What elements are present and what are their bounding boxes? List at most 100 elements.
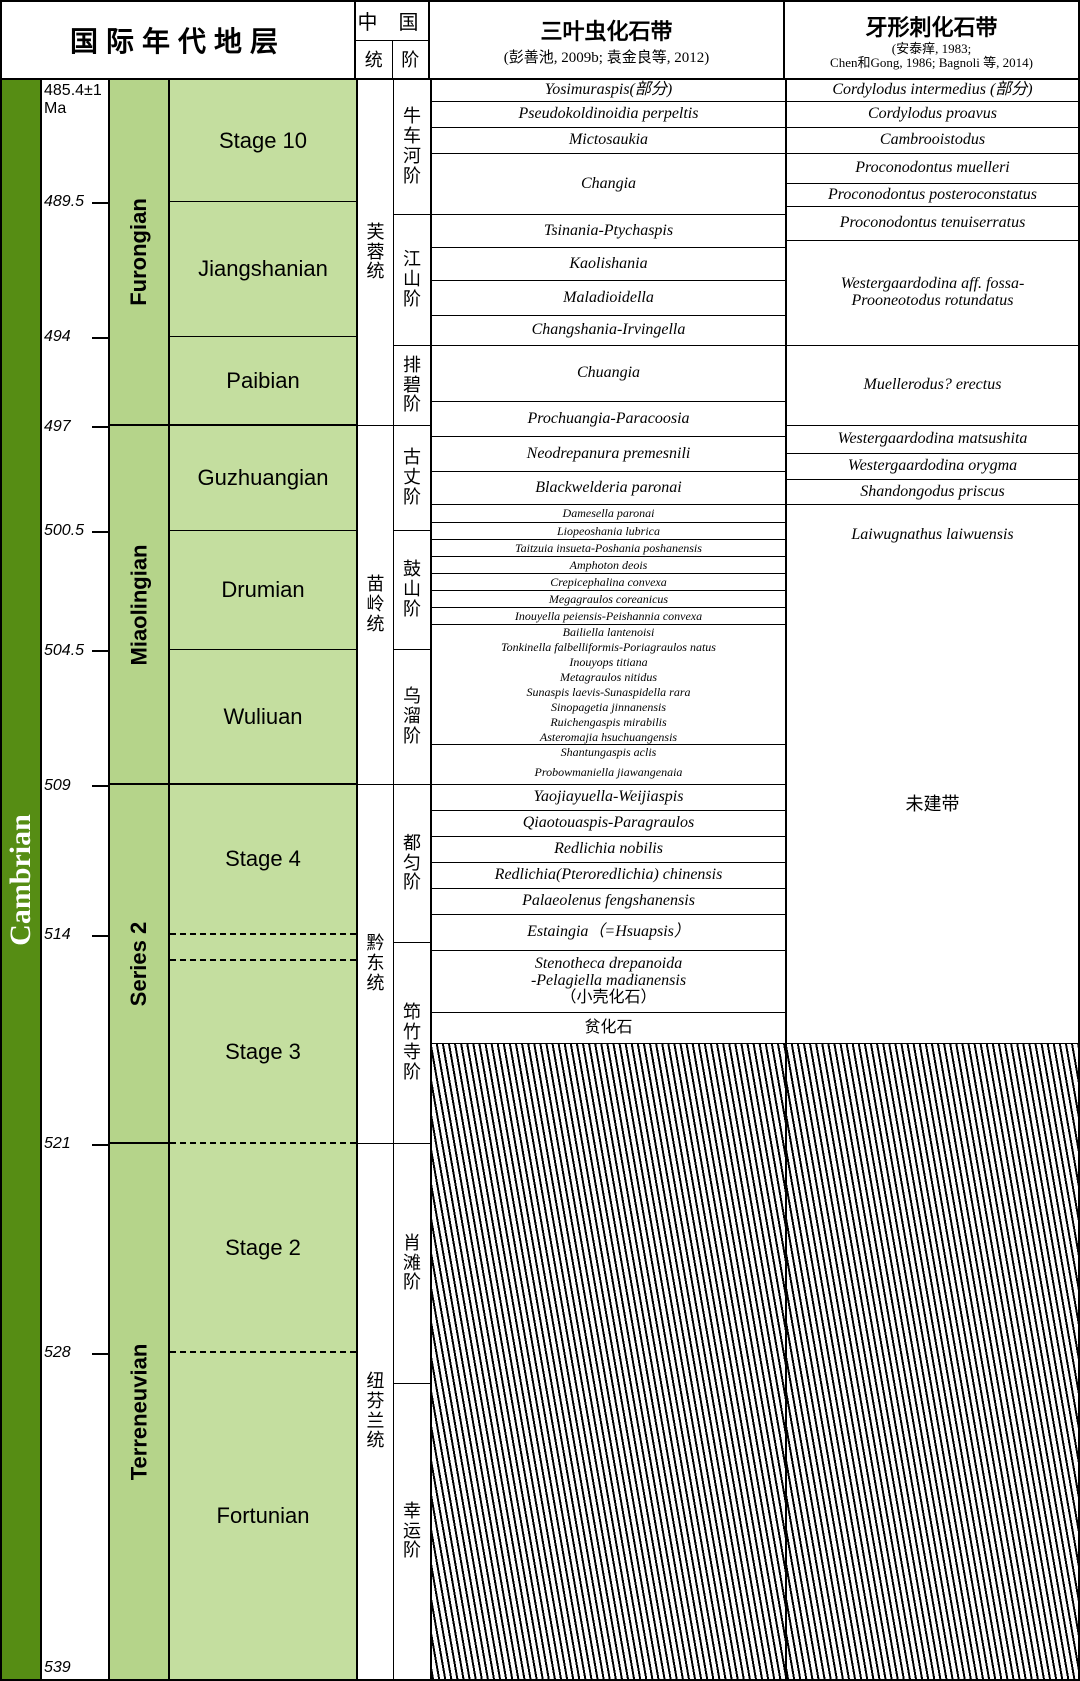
zone: Maladioidella (563, 290, 654, 307)
age-line (92, 337, 108, 339)
cn-series-label: 纽芬兰统 (367, 1372, 385, 1451)
trilobite-title: 三叶虫化石带 (540, 14, 672, 46)
stage-cell: Paibian (170, 337, 356, 426)
zone: Westergaardodina orygma (848, 458, 1017, 475)
zone: Proconodontus posteroconstatus (828, 187, 1037, 204)
cn-stage-cell: 古丈阶 (394, 426, 430, 531)
cn-stage-label: 笻竹寺阶 (403, 1003, 421, 1082)
zone: Redlichia(Pteroredlichia) chinensis (495, 867, 723, 884)
age-line (92, 1353, 108, 1355)
zone: Proconodontus tenuiserratus (840, 215, 1026, 232)
zone: Cordylodus intermedius (部分) (832, 82, 1032, 99)
zone: Stenotheca drepanoida-Pelagiella madiane… (531, 956, 686, 1006)
zone: 贫化石 (584, 1020, 632, 1037)
age-tick: 521 (44, 1135, 71, 1153)
zone: Westergaardodina aff. fossa-Prooneotodus… (841, 276, 1025, 310)
age-tick: 500.5 (44, 522, 84, 540)
series-label: Terreneuvian (126, 1343, 152, 1480)
cn-stage-cell: 笻竹寺阶 (394, 943, 430, 1144)
col-period: Cambrian (2, 80, 42, 1679)
stage-label: Drumian (221, 577, 304, 603)
zone: Cordylodus proavus (868, 106, 997, 123)
cn-stage-label: 肖滩阶 (403, 1234, 421, 1293)
stage-cell (170, 935, 356, 961)
zone: Neodrepanura premesnili (527, 446, 691, 463)
col-stages: Stage 10 Jiangshanian Paibian Guzhuangia… (170, 80, 358, 1679)
hatched-gap (787, 1044, 1078, 1679)
zone: Inouyops titiana (569, 656, 647, 669)
header-conodont: 牙形刺化石带 (安泰痒, 1983; Chen和Gong, 1986; Bagn… (785, 2, 1078, 78)
series-label: Furongian (126, 198, 152, 306)
zone: Yosimuraspis(部分) (545, 82, 672, 99)
age-line (92, 1144, 108, 1146)
series-cell: Miaolingian (110, 426, 168, 785)
cn-series-label: 芙蓉统 (367, 223, 385, 282)
cn-stage-label: 乌溜阶 (403, 687, 421, 746)
stage-cell: Drumian (170, 531, 356, 650)
age-line (92, 935, 108, 937)
header-china-label: 中 国 (356, 2, 428, 41)
series-cell: Terreneuvian (110, 1144, 168, 1679)
stage-label: Jiangshanian (198, 256, 328, 282)
stage-cell: Stage 3 (170, 961, 356, 1144)
header-row: 国际年代地层 中 国 统 阶 三叶虫化石带 (彭善池, 2009b; 袁金良等,… (2, 2, 1078, 80)
col-china-stages: 牛车河阶 江山阶 排碧阶 古丈阶 鼓山阶 乌溜阶 都匀阶 笻竹寺阶 肖滩阶 幸运… (394, 80, 432, 1679)
series-label: Series 2 (126, 921, 152, 1005)
cn-stage-cell: 幸运阶 (394, 1384, 430, 1679)
stage-label: Stage 4 (225, 846, 301, 872)
zone: Changia (581, 176, 636, 193)
zone: Crepicephalina convexa (550, 576, 667, 589)
header-china-series: 统 (356, 41, 393, 79)
cn-stage-label: 古丈阶 (403, 448, 421, 507)
zone: Redlichia nobilis (554, 841, 663, 858)
cn-stage-label: 都匀阶 (403, 834, 421, 893)
stage-cell: Stage 2 (170, 1144, 356, 1353)
zone: Changshania-Irvingella (532, 322, 686, 339)
cn-stage-label: 排碧阶 (403, 356, 421, 415)
zone: Yaojiayuella-Weijiaspis (534, 789, 684, 806)
cn-stage-cell: 乌溜阶 (394, 650, 430, 785)
series-cell: Furongian (110, 80, 168, 426)
zone: Shandongodus priscus (860, 484, 1004, 501)
cn-stage-cell: 江山阶 (394, 215, 430, 346)
age-tick: 485.4±1Ma (44, 82, 102, 117)
zone: Proconodontus muelleri (855, 160, 1010, 177)
zone: Shantungaspis aclis (561, 746, 657, 759)
chart-body: Cambrian 485.4±1Ma 489.5 494 497 500.5 5… (2, 80, 1078, 1679)
zone: Qiaotouaspis-Paragraulos (523, 815, 695, 832)
age-tick: 539 (44, 1659, 71, 1677)
zone: Palaeolenus fengshanensis (522, 893, 695, 910)
age-tick: 497 (44, 418, 71, 436)
age-line (92, 531, 108, 533)
stage-cell: Stage 4 (170, 785, 356, 935)
header-trilobite: 三叶虫化石带 (彭善池, 2009b; 袁金良等, 2012) (430, 2, 785, 78)
cn-series-label: 苗岭统 (367, 575, 385, 634)
age-tick: 528 (44, 1344, 71, 1362)
zone: Sunaspis laevis-Sunaspidella rara (527, 686, 691, 699)
stage-cell: Fortunian (170, 1353, 356, 1679)
stage-label: Stage 3 (225, 1039, 301, 1065)
zone: Pseudokoldinoidia perpeltis (519, 106, 699, 123)
zone: Sinopagetia jinnanensis (551, 701, 666, 714)
stage-cell: Stage 10 (170, 80, 356, 202)
age-line (92, 785, 108, 787)
header-china: 中 国 统 阶 (356, 2, 430, 78)
zone: Prochuangia-Paracoosia (527, 411, 689, 428)
stage-label: Stage 2 (225, 1235, 301, 1261)
zone: Taitzuia insueta-Poshania poshanensis (515, 542, 702, 555)
zone: Ruichengaspis mirabilis (550, 716, 666, 729)
series-label: Miaolingian (126, 544, 152, 665)
cn-stage-cell: 肖滩阶 (394, 1144, 430, 1384)
cn-stage-cell: 牛车河阶 (394, 80, 430, 215)
col-age-scale: 485.4±1Ma 489.5 494 497 500.5 504.5 509 … (42, 80, 110, 1679)
hatched-gap (432, 1044, 785, 1679)
age-tick: 504.5 (44, 642, 84, 660)
zone: Muellerodus? erectus (864, 377, 1002, 394)
col-china-series: 芙蓉统 苗岭统 黔东统 纽芬兰统 (358, 80, 394, 1679)
cn-stage-cell: 排碧阶 (394, 346, 430, 426)
cn-stage-label: 江山阶 (403, 250, 421, 309)
age-tick: 494 (44, 328, 71, 346)
zone: Damesella paronai (563, 507, 655, 520)
cn-stage-label: 牛车河阶 (403, 107, 421, 186)
age-line (92, 202, 108, 204)
